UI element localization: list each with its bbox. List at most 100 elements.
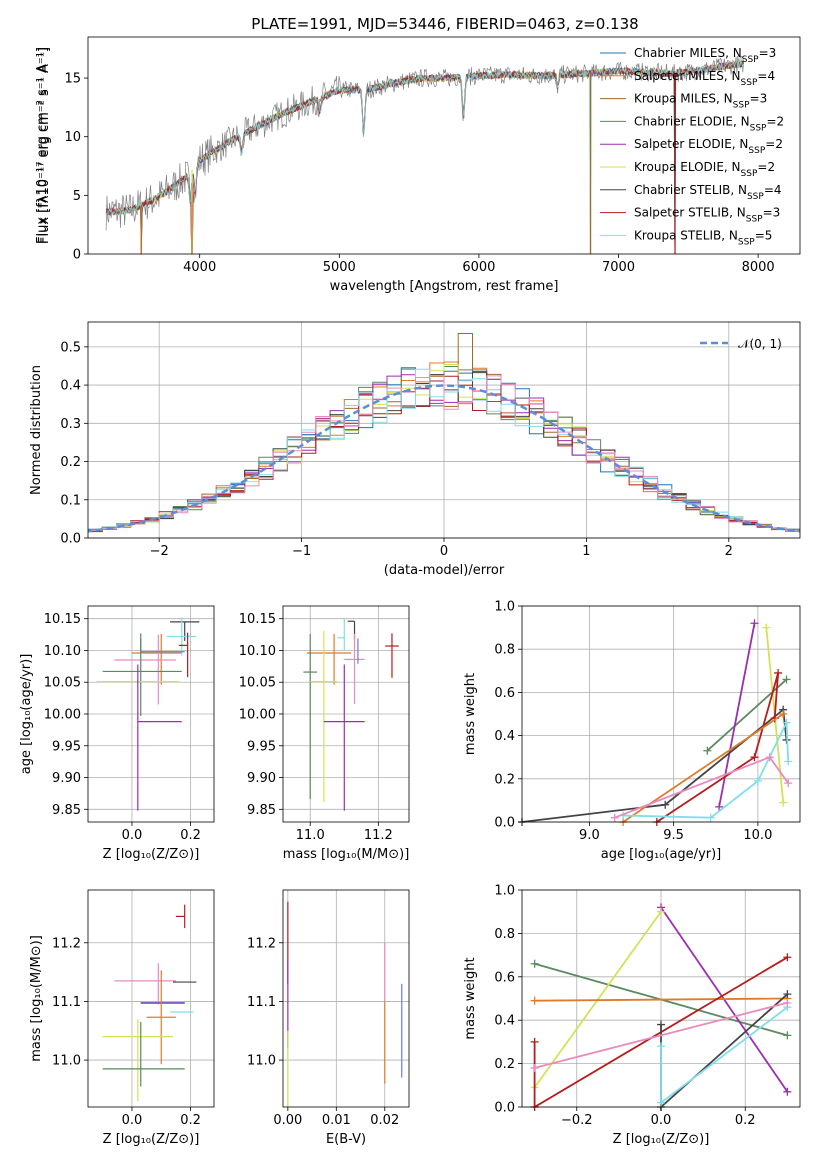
y-tick-label: 9.85 bbox=[247, 803, 276, 818]
mass-weight-line-5 bbox=[656, 672, 779, 823]
axes-frame bbox=[521, 605, 801, 823]
mass-vs-ebv-panel: 0.00 0.01 0.02 11.0 11.1 11.2 E(B-V) bbox=[247, 889, 410, 1147]
y-tick-label: 5 bbox=[73, 189, 81, 204]
mass-weight-line-8 bbox=[614, 756, 789, 819]
mass-weight-marker bbox=[657, 1020, 665, 1029]
data-point-4 bbox=[344, 633, 365, 704]
y-tick-label: 11.0 bbox=[247, 1054, 276, 1069]
legend-label: Chabrier ELODIE, NSSP=2 bbox=[634, 114, 784, 133]
legend-label: Salpeter MILES, NSSP=4 bbox=[634, 69, 775, 88]
data-point-7 bbox=[102, 633, 182, 716]
y-tick-label: 10.05 bbox=[239, 676, 276, 691]
spectrum-legend: Chabrier MILES, NSSP=3 Salpeter MILES, NS… bbox=[600, 46, 784, 247]
mass-weight-vs-age-panel: 9.0 9.5 10.0 0.0 0.2 0.4 0.6 0.8 1.0 age [log₁₀(a… bbox=[463, 600, 801, 862]
spectrum-lines bbox=[105, 55, 744, 254]
y-tick-label: 9.85 bbox=[52, 803, 81, 818]
x-tick-label: 8000 bbox=[742, 260, 775, 275]
legend-label: Kroupa ELODIE, NSSP=2 bbox=[634, 160, 775, 179]
x-tick-label: 0.0 bbox=[122, 1113, 143, 1128]
axes-frame bbox=[87, 889, 215, 1108]
y-tick-label: 0.0 bbox=[60, 532, 81, 547]
y-tick-label: 9.95 bbox=[52, 739, 81, 754]
residual-histogram-panel: −2 −1 0 1 2 0.0 0.1 0.2 0.3 0.4 0.5 (data-model)/er… bbox=[29, 321, 801, 578]
legend-label: Kroupa STELIB, NSSP=5 bbox=[634, 228, 772, 247]
x-tick-label: 0.0 bbox=[122, 828, 143, 843]
legend-label: Kroupa MILES, NSSP=3 bbox=[634, 92, 767, 111]
mass-weight-line-7 bbox=[623, 722, 790, 819]
legend-label: Salpeter ELODIE, NSSP=2 bbox=[634, 137, 783, 156]
mass-weight-marker bbox=[762, 623, 771, 632]
y-tick-label: 1.0 bbox=[494, 884, 515, 899]
y-tick-label: 0.2 bbox=[494, 772, 515, 787]
mass-weight-marker bbox=[661, 800, 670, 809]
legend-label: Salpeter STELIB, NSSP=3 bbox=[634, 206, 780, 225]
x-axis-label: wavelength [Angstrom, rest frame] bbox=[330, 279, 559, 294]
y-tick-label: 11.0 bbox=[52, 1054, 81, 1069]
x-tick-label: 11.0 bbox=[296, 828, 325, 843]
y-tick-label: 10.05 bbox=[44, 676, 81, 691]
y-axis-label: Flux [fλ10⁻¹⁷ erg cm⁻² s⁻¹ A⁻¹] bbox=[37, 47, 52, 244]
x-axis-label: Z [log₁₀(Z/Z⊙)] bbox=[613, 1132, 710, 1147]
x-tick-label: 0.2 bbox=[180, 1113, 201, 1128]
mass-weight-marker bbox=[530, 1037, 539, 1046]
x-tick-label: 6000 bbox=[462, 260, 495, 275]
x-tick-label: 0.2 bbox=[180, 828, 201, 843]
mass-weight-marker bbox=[774, 668, 783, 677]
data-point-7 bbox=[146, 970, 176, 1065]
mass-weight-marker bbox=[706, 813, 715, 822]
x-tick-label: 4000 bbox=[183, 260, 216, 275]
y-tick-label: 9.90 bbox=[52, 771, 81, 786]
mass-weight-marker bbox=[610, 813, 619, 822]
age-vs-metallicity-panel: 0.0 0.2 9.85 9.90 9.95 10.00 10.05 10.10 10.15 Z … bbox=[19, 605, 215, 862]
y-tick-label: 10.15 bbox=[239, 612, 276, 627]
data-point-9 bbox=[137, 664, 182, 811]
data-point-5 bbox=[178, 632, 189, 678]
mass-weight-marker bbox=[530, 996, 539, 1005]
data-point-1 bbox=[306, 633, 352, 685]
mass-weight-line-6 bbox=[660, 993, 788, 1110]
mass-weight-marker bbox=[750, 753, 759, 762]
mass-weight-vs-metallicity-panel: −0.2 0.0 0.2 0.0 0.2 0.4 0.6 0.8 1.0 Z [log₁₀(Z/Z… bbox=[463, 884, 801, 1147]
mass-vs-metallicity-panel: 0.0 0.2 11.0 11.1 11.2 Z [log₁₀(Z/Z⊙)] mass [l… bbox=[29, 889, 215, 1147]
x-tick-label: 11.2 bbox=[364, 828, 393, 843]
y-tick-label: 0.8 bbox=[494, 927, 515, 942]
data-point-3 bbox=[114, 963, 176, 1005]
data-point-9 bbox=[323, 664, 365, 811]
y-tick-label: 11.2 bbox=[52, 936, 81, 951]
data-point-8 bbox=[102, 1019, 173, 1102]
y-tick-label: 0.4 bbox=[494, 729, 515, 744]
data-point-3 bbox=[167, 617, 197, 656]
legend-label: 𝒩(0, 1) bbox=[738, 337, 782, 351]
y-tick-label: 0.6 bbox=[494, 686, 515, 701]
mass-weight-line-2 bbox=[718, 623, 756, 808]
mass-weight-marker bbox=[783, 1087, 792, 1096]
x-axis-label: age [log₁₀(age/yr)] bbox=[601, 847, 722, 862]
axes-frame bbox=[282, 889, 410, 1108]
mass-weight-marker bbox=[784, 779, 793, 788]
x-tick-label: −1 bbox=[292, 544, 311, 559]
axes-frame bbox=[87, 36, 801, 255]
y-tick-label: 11.1 bbox=[247, 995, 276, 1010]
y-tick-label: 10.00 bbox=[44, 708, 81, 723]
mass-weight-marker bbox=[783, 953, 792, 962]
y-tick-label: 0.0 bbox=[494, 1101, 515, 1116]
y-axis-label: mass weight bbox=[463, 673, 478, 755]
data-point-4 bbox=[114, 634, 176, 705]
x-tick-label: 7000 bbox=[602, 260, 635, 275]
mass-weight-marker bbox=[765, 753, 774, 762]
mass-weight-line-4 bbox=[534, 997, 788, 1002]
mass-weight-marker bbox=[782, 675, 791, 684]
mass-weight-marker bbox=[783, 1031, 792, 1040]
y-axis-label: mass [log₁₀(M/M⊙)] bbox=[29, 935, 44, 1062]
data-point-9 bbox=[102, 1021, 185, 1087]
x-axis-label: (data-model)/error bbox=[384, 563, 505, 578]
observed-spectrum-line bbox=[105, 55, 744, 231]
x-tick-label: 1 bbox=[582, 544, 590, 559]
x-tick-label: 0.00 bbox=[273, 1113, 302, 1128]
mass-weight-marker bbox=[753, 776, 762, 785]
y-tick-label: 0.0 bbox=[494, 816, 515, 831]
x-tick-label: 9.5 bbox=[663, 828, 684, 843]
y-tick-label: 11.2 bbox=[247, 936, 276, 951]
y-tick-label: 9.90 bbox=[247, 771, 276, 786]
